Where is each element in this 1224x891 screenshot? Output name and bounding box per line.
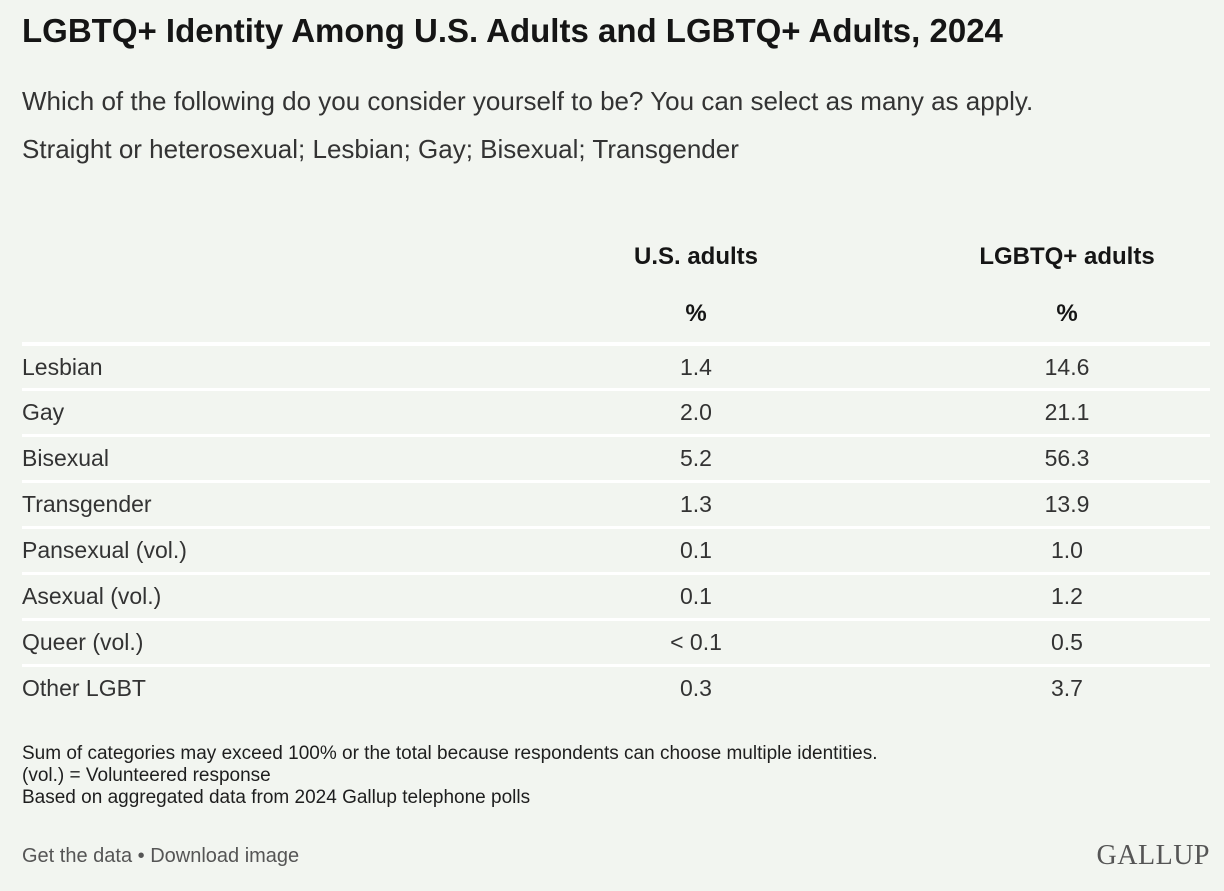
- lgbtq-adults-value: 14.6: [1044, 354, 1090, 380]
- get-the-data-link[interactable]: Get the data: [22, 845, 133, 867]
- lgbtq-adults-value: 3.7: [1051, 675, 1083, 701]
- data-table: Lesbian 1.4 14.6 Gay 2.0 21.1 Bisexual 5…: [22, 342, 1210, 710]
- us-adults-value: 0.3: [680, 675, 712, 701]
- row-label: Bisexual: [22, 445, 109, 471]
- row-label: Other LGBT: [22, 675, 146, 701]
- table-row: Lesbian 1.4 14.6: [22, 342, 1210, 388]
- us-adults-value: 1.3: [680, 491, 712, 517]
- us-adults-value: < 0.1: [670, 629, 722, 655]
- footnotes: Sum of categories may exceed 100% or the…: [22, 743, 878, 809]
- footer-links: Get the data • Download image: [22, 845, 299, 868]
- row-label: Gay: [22, 399, 65, 425]
- gallup-logo: GALLUP: [1096, 840, 1210, 871]
- footnote-volunteered: (vol.) = Volunteered response: [22, 765, 271, 786]
- lgbtq-adults-value: 1.0: [1051, 537, 1083, 563]
- column-unit-us-adults: %: [685, 300, 707, 327]
- column-unit-lgbtq-adults: %: [1056, 300, 1078, 327]
- row-label: Pansexual (vol.): [22, 537, 187, 563]
- us-adults-value: 2.0: [680, 399, 712, 425]
- download-image-link[interactable]: Download image: [150, 845, 300, 867]
- lgbtq-adults-value: 1.2: [1051, 583, 1083, 609]
- row-label: Queer (vol.): [22, 629, 144, 655]
- table-row: Transgender 1.3 13.9: [22, 480, 1210, 526]
- table-row: Asexual (vol.) 0.1 1.2: [22, 572, 1210, 618]
- column-header-lgbtq-adults: LGBTQ+ adults: [979, 243, 1155, 270]
- row-label: Lesbian: [22, 354, 103, 380]
- row-label: Transgender: [22, 491, 152, 517]
- table-row: Other LGBT 0.3 3.7: [22, 664, 1210, 710]
- row-label: Asexual (vol.): [22, 583, 162, 609]
- table-row: Queer (vol.) < 0.1 0.5: [22, 618, 1210, 664]
- lgbtq-adults-value: 56.3: [1044, 445, 1090, 471]
- table-row: Pansexual (vol.) 0.1 1.0: [22, 526, 1210, 572]
- us-adults-value: 0.1: [680, 583, 712, 609]
- column-header-us-adults: U.S. adults: [633, 243, 759, 270]
- footnote-source: Based on aggregated data from 2024 Gallu…: [22, 787, 531, 808]
- lgbtq-adults-value: 21.1: [1044, 399, 1090, 425]
- response-options-text: Straight or heterosexual; Lesbian; Gay; …: [22, 134, 739, 164]
- table-row: Bisexual 5.2 56.3: [22, 434, 1210, 480]
- lgbtq-adults-value: 0.5: [1051, 629, 1083, 655]
- question-text: Which of the following do you consider y…: [22, 86, 1034, 116]
- table-row: Gay 2.0 21.1: [22, 388, 1210, 434]
- chart-title: LGBTQ+ Identity Among U.S. Adults and LG…: [22, 12, 1003, 49]
- lgbtq-adults-value: 13.9: [1044, 491, 1090, 517]
- us-adults-value: 1.4: [680, 354, 712, 380]
- footer-separator: •: [132, 845, 151, 867]
- us-adults-value: 0.1: [680, 537, 712, 563]
- us-adults-value: 5.2: [680, 445, 712, 471]
- footnote-multiple-identities: Sum of categories may exceed 100% or the…: [22, 743, 878, 764]
